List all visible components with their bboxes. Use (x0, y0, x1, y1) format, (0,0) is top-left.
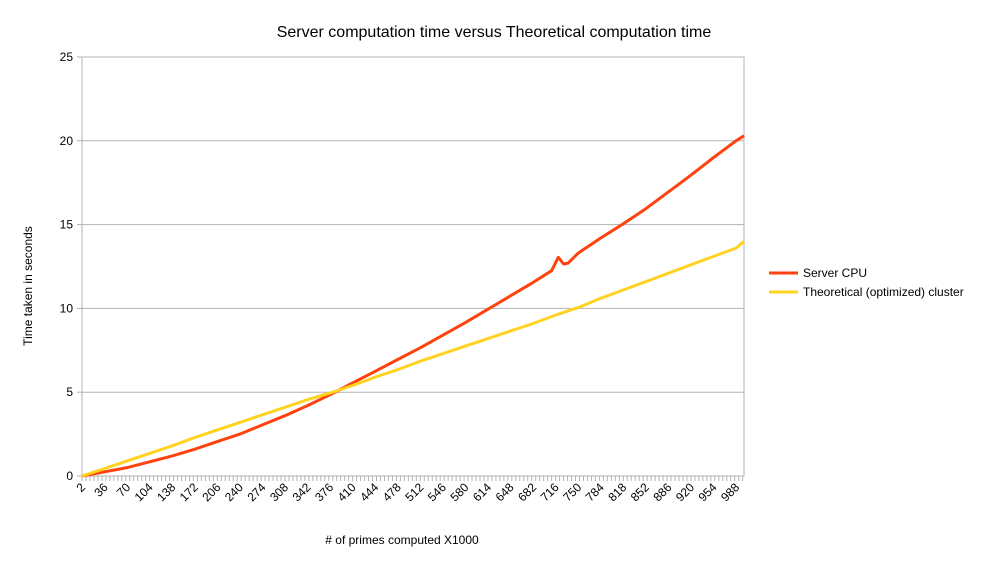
x-tick-label: 410 (335, 480, 359, 504)
series-line-server-cpu (81, 134, 745, 478)
x-tick-label: 750 (560, 480, 584, 504)
series-layer (81, 134, 745, 478)
y-axis-label: Time taken in seconds (21, 226, 35, 346)
x-tick-label: 206 (199, 480, 223, 504)
plot-area (81, 56, 745, 477)
y-tick-label: 15 (60, 218, 74, 232)
x-tick-label: 784 (583, 480, 607, 504)
legend-label: Theoretical (optimized) cluster (803, 285, 964, 299)
x-tick-label: 852 (628, 480, 652, 504)
x-tick-label: 716 (538, 480, 562, 504)
y-tick-label: 20 (60, 134, 74, 148)
x-tick-label: 172 (177, 480, 201, 504)
y-axis-ticks: 0 5 10 15 20 25 (60, 50, 82, 483)
x-tick-label: 138 (154, 480, 178, 504)
x-tick-label: 546 (425, 480, 449, 504)
x-tick-label: 376 (312, 480, 336, 504)
x-tick-label: 342 (290, 480, 314, 504)
y-tick-label: 25 (60, 50, 74, 64)
x-tick-label: 682 (515, 480, 539, 504)
y-tick-label: 5 (66, 385, 73, 399)
x-tick-label: 512 (402, 480, 426, 504)
legend: Server CPU Theoretical (optimized) cluste… (769, 266, 964, 299)
x-tick-label: 614 (470, 480, 494, 504)
x-tick-label: 70 (114, 480, 134, 500)
x-axis-label: # of primes computed X1000 (325, 533, 479, 547)
grid-lines (82, 56, 744, 477)
y-tick-label: 0 (66, 469, 73, 483)
x-tick-label: 886 (650, 480, 674, 504)
chart-title: Server computation time versus Theoretic… (277, 24, 712, 41)
series-line-theoretical-optimized-cluster (81, 240, 745, 478)
x-tick-label: 478 (380, 480, 404, 504)
legend-label: Server CPU (803, 266, 867, 280)
x-tick-label: 580 (447, 480, 471, 504)
x-tick-label: 274 (244, 480, 268, 504)
x-tick-label: 36 (91, 480, 111, 500)
x-tick-label: 308 (267, 480, 291, 504)
x-axis-ticks: 2 36 7010413817220624027430834237641044447… (73, 476, 744, 504)
x-tick-label: 954 (696, 480, 720, 504)
x-tick-label: 988 (718, 480, 742, 504)
x-tick-label: 2 (73, 480, 88, 495)
x-tick-label: 648 (493, 480, 517, 504)
y-tick-label: 10 (60, 301, 74, 315)
x-tick-label: 104 (132, 480, 156, 504)
x-tick-label: 818 (605, 480, 629, 504)
x-tick-label: 920 (673, 480, 697, 504)
x-tick-label: 240 (222, 480, 246, 504)
x-tick-label: 444 (357, 480, 381, 504)
